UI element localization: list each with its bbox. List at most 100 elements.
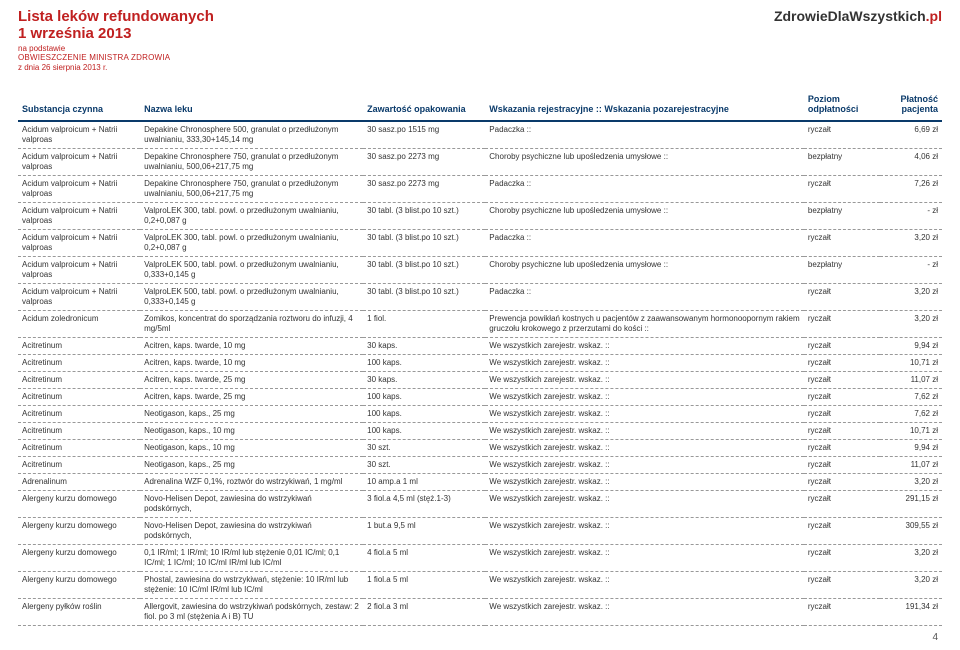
cell-nazwa: Allergovit, zawiesina do wstrzykiwań pod… — [140, 599, 363, 626]
table-row: AcitretinumAcitren, kaps. twarde, 25 mg3… — [18, 372, 942, 389]
col-zawartosc: Zawartość opakowania — [363, 90, 485, 121]
cell-plat: 3,20 zł — [880, 474, 942, 491]
cell-sub: Acitretinum — [18, 423, 140, 440]
table-row: Acidum valproicum + Natrii valproasDepak… — [18, 121, 942, 149]
cell-poz: ryczałt — [804, 599, 880, 626]
cell-sub: Acidum valproicum + Natrii valproas — [18, 284, 140, 311]
brand-suffix: .pl — [926, 8, 942, 24]
table-row: AdrenalinumAdrenalina WZF 0,1%, roztwór … — [18, 474, 942, 491]
cell-sub: Acidum valproicum + Natrii valproas — [18, 121, 140, 149]
page-header: Lista leków refundowanych 1 września 201… — [18, 8, 942, 72]
cell-zaw: 100 kaps. — [363, 423, 485, 440]
cell-sub: Acitretinum — [18, 457, 140, 474]
cell-poz: ryczałt — [804, 474, 880, 491]
cell-zaw: 10 amp.a 1 ml — [363, 474, 485, 491]
cell-wsk: We wszystkich zarejestr. wskaz. :: — [485, 440, 804, 457]
col-poziom: Poziom odpłatności — [804, 90, 880, 121]
cell-sub: Acitretinum — [18, 406, 140, 423]
cell-wsk: Padaczka :: — [485, 230, 804, 257]
table-row: Alergeny kurzu domowegoNovo-Helisen Depo… — [18, 491, 942, 518]
cell-plat: 6,69 zł — [880, 121, 942, 149]
cell-zaw: 4 fiol.a 5 ml — [363, 545, 485, 572]
cell-nazwa: Neotigason, kaps., 10 mg — [140, 440, 363, 457]
cell-zaw: 30 kaps. — [363, 338, 485, 355]
cell-poz: ryczałt — [804, 572, 880, 599]
cell-nazwa: Novo-Helisen Depot, zawiesina do wstrzyk… — [140, 491, 363, 518]
cell-plat: 309,55 zł — [880, 518, 942, 545]
table-row: Acidum valproicum + Natrii valproasDepak… — [18, 149, 942, 176]
cell-zaw: 30 kaps. — [363, 372, 485, 389]
cell-plat: 9,94 zł — [880, 338, 942, 355]
cell-poz: ryczałt — [804, 338, 880, 355]
cell-plat: 9,94 zł — [880, 440, 942, 457]
cell-zaw: 30 sasz.po 2273 mg — [363, 176, 485, 203]
table-row: Alergeny kurzu domowegoNovo-Helisen Depo… — [18, 518, 942, 545]
cell-nazwa: Novo-Helisen Depot, zawiesina do wstrzyk… — [140, 518, 363, 545]
cell-wsk: We wszystkich zarejestr. wskaz. :: — [485, 599, 804, 626]
cell-poz: ryczałt — [804, 491, 880, 518]
cell-wsk: We wszystkich zarejestr. wskaz. :: — [485, 423, 804, 440]
cell-wsk: Padaczka :: — [485, 284, 804, 311]
cell-wsk: We wszystkich zarejestr. wskaz. :: — [485, 545, 804, 572]
cell-sub: Acitretinum — [18, 389, 140, 406]
cell-sub: Acidum valproicum + Natrii valproas — [18, 149, 140, 176]
cell-wsk: We wszystkich zarejestr. wskaz. :: — [485, 406, 804, 423]
cell-zaw: 100 kaps. — [363, 406, 485, 423]
cell-poz: bezpłatny — [804, 203, 880, 230]
table-row: AcitretinumAcitren, kaps. twarde, 10 mg1… — [18, 355, 942, 372]
col-wskazania: Wskazania rejestracyjne :: Wskazania poz… — [485, 90, 804, 121]
cell-sub: Acitretinum — [18, 440, 140, 457]
cell-nazwa: ValproLEK 500, tabl. powl. o przedłużony… — [140, 257, 363, 284]
title-line-1: Lista leków refundowanych — [18, 8, 214, 25]
cell-nazwa: Depakine Chronosphere 500, granulat o pr… — [140, 121, 363, 149]
cell-plat: 11,07 zł — [880, 457, 942, 474]
cell-nazwa: Phostal, zawiesina do wstrzykiwań, stęże… — [140, 572, 363, 599]
cell-nazwa: Neotigason, kaps., 25 mg — [140, 406, 363, 423]
table-row: Acidum valproicum + Natrii valproasValpr… — [18, 257, 942, 284]
cell-zaw: 100 kaps. — [363, 355, 485, 372]
cell-poz: ryczałt — [804, 230, 880, 257]
cell-sub: Alergeny kurzu domowego — [18, 518, 140, 545]
cell-wsk: We wszystkich zarejestr. wskaz. :: — [485, 389, 804, 406]
cell-wsk: Choroby psychiczne lub upośledzenia umys… — [485, 149, 804, 176]
cell-zaw: 30 tabl. (3 blist.po 10 szt.) — [363, 203, 485, 230]
cell-nazwa: Neotigason, kaps., 25 mg — [140, 457, 363, 474]
cell-poz: ryczałt — [804, 311, 880, 338]
cell-zaw: 1 fiol.a 5 ml — [363, 572, 485, 599]
table-row: Acidum valproicum + Natrii valproasValpr… — [18, 230, 942, 257]
cell-poz: ryczałt — [804, 176, 880, 203]
cell-zaw: 1 fiol. — [363, 311, 485, 338]
cell-sub: Acitretinum — [18, 372, 140, 389]
cell-zaw: 30 szt. — [363, 440, 485, 457]
cell-wsk: We wszystkich zarejestr. wskaz. :: — [485, 572, 804, 599]
cell-sub: Alergeny kurzu domowego — [18, 491, 140, 518]
table-row: Alergeny pyłków roślinAllergovit, zawies… — [18, 599, 942, 626]
cell-wsk: We wszystkich zarejestr. wskaz. :: — [485, 338, 804, 355]
table-body: Acidum valproicum + Natrii valproasDepak… — [18, 121, 942, 626]
cell-plat: 10,71 zł — [880, 355, 942, 372]
cell-nazwa: Acitren, kaps. twarde, 25 mg — [140, 389, 363, 406]
cell-wsk: We wszystkich zarejestr. wskaz. :: — [485, 518, 804, 545]
cell-zaw: 30 tabl. (3 blist.po 10 szt.) — [363, 257, 485, 284]
cell-plat: 7,62 zł — [880, 389, 942, 406]
page-number: 4 — [18, 626, 942, 643]
cell-nazwa: ValproLEK 300, tabl. powl. o przedłużony… — [140, 203, 363, 230]
cell-sub: Acidum valproicum + Natrii valproas — [18, 203, 140, 230]
table-row: AcitretinumNeotigason, kaps., 25 mg30 sz… — [18, 457, 942, 474]
cell-nazwa: Acitren, kaps. twarde, 10 mg — [140, 338, 363, 355]
drug-table: Substancja czynna Nazwa leku Zawartość o… — [18, 90, 942, 626]
cell-zaw: 100 kaps. — [363, 389, 485, 406]
cell-poz: ryczałt — [804, 372, 880, 389]
cell-wsk: We wszystkich zarejestr. wskaz. :: — [485, 457, 804, 474]
cell-plat: 3,20 zł — [880, 230, 942, 257]
cell-zaw: 1 but.a 9,5 ml — [363, 518, 485, 545]
cell-sub: Acidum valproicum + Natrii valproas — [18, 176, 140, 203]
cell-plat: 10,71 zł — [880, 423, 942, 440]
table-row: AcitretinumAcitren, kaps. twarde, 10 mg3… — [18, 338, 942, 355]
col-substancja: Substancja czynna — [18, 90, 140, 121]
cell-plat: 7,62 zł — [880, 406, 942, 423]
cell-wsk: Padaczka :: — [485, 121, 804, 149]
cell-zaw: 30 sasz.po 2273 mg — [363, 149, 485, 176]
table-row: Alergeny kurzu domowego0,1 IR/ml; 1 IR/m… — [18, 545, 942, 572]
cell-wsk: We wszystkich zarejestr. wskaz. :: — [485, 491, 804, 518]
